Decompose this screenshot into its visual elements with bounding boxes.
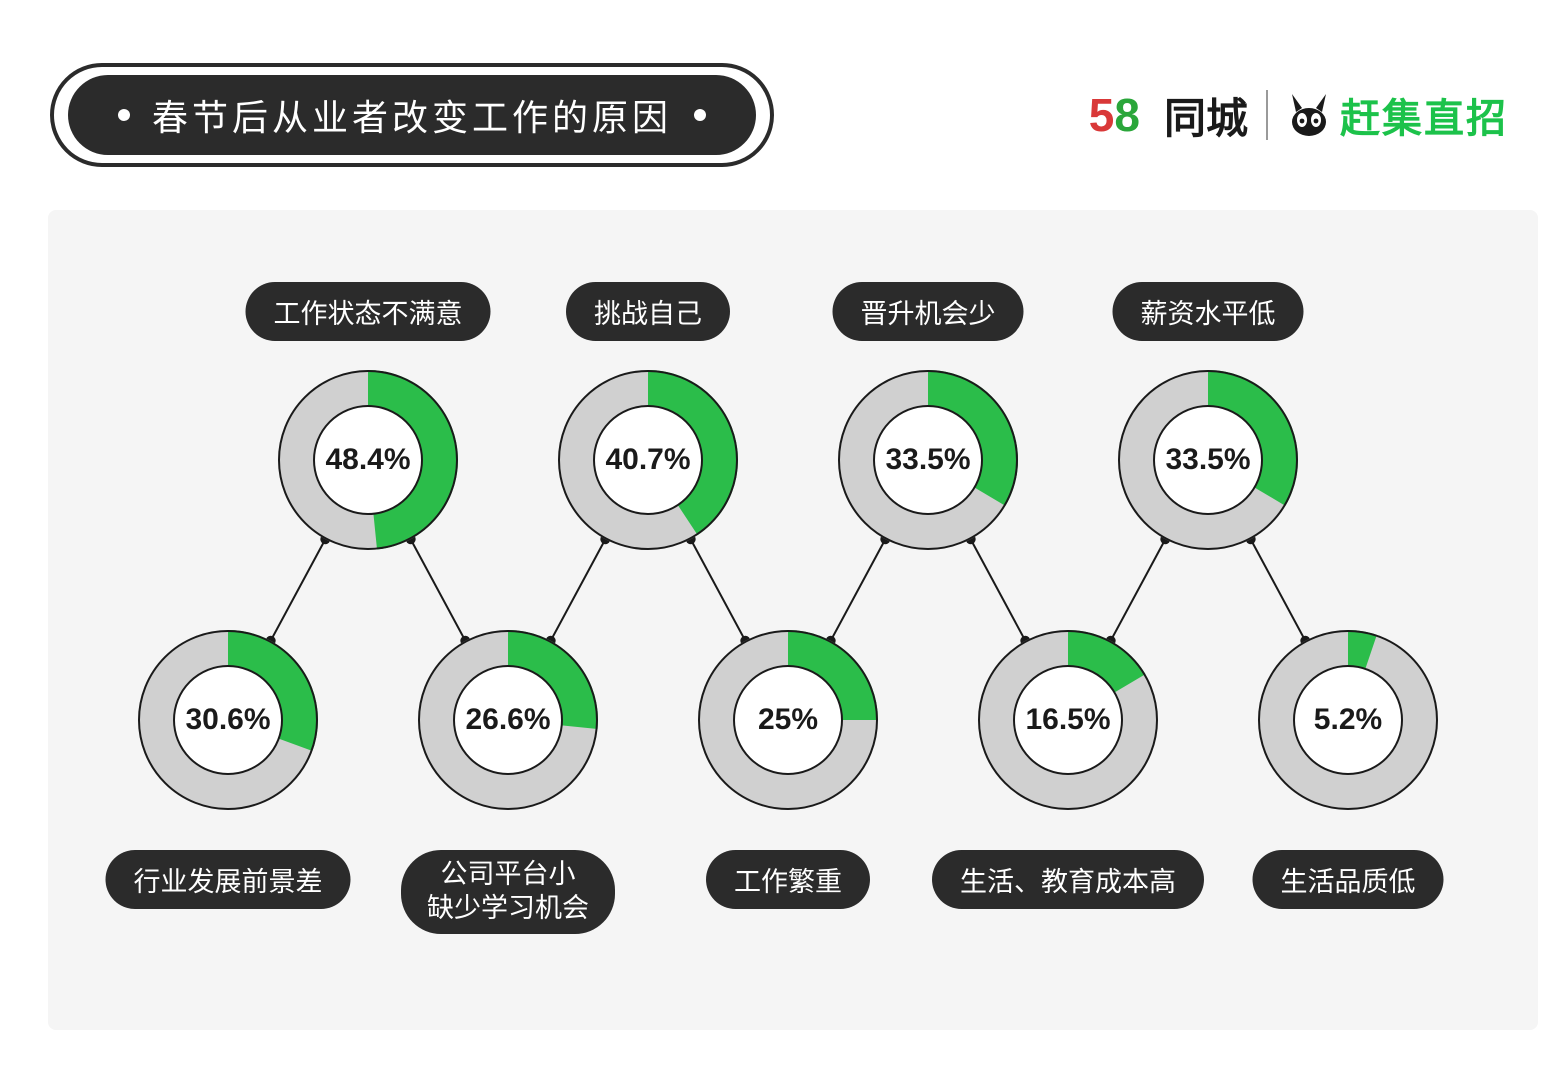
donut-pct: 48.4%: [278, 370, 458, 550]
logo-divider: [1266, 90, 1268, 140]
donut-top-3: 33.5%: [1118, 370, 1298, 550]
label-top-2: 晋升机会少: [833, 282, 1024, 341]
dot-icon: [118, 109, 130, 121]
label-bottom-2: 工作繁重: [706, 850, 870, 909]
chart-layer: 工作状态不满意 48.4% 挑战自己 40.7% 晋升机会少 33.5% 薪资水平低 33.5…: [48, 210, 1538, 1030]
label-top-1: 挑战自己: [566, 282, 730, 341]
donut-bottom-4: 5.2%: [1258, 630, 1438, 810]
label-bottom-0: 行业发展前景差: [106, 850, 351, 909]
donut-top-0: 48.4%: [278, 370, 458, 550]
label-bottom-3: 生活、教育成本高: [932, 850, 1204, 909]
label-top-0: 工作状态不满意: [246, 282, 491, 341]
donut-pct: 16.5%: [978, 630, 1158, 810]
logos: 58 同城 赶集直招: [1089, 85, 1508, 146]
header: 春节后从业者改变工作的原因 58 同城 赶集直招: [50, 60, 1508, 170]
donut-top-2: 33.5%: [838, 370, 1018, 550]
donut-pct: 33.5%: [838, 370, 1018, 550]
logo-58-five: 5: [1089, 88, 1115, 142]
donut-pct: 40.7%: [558, 370, 738, 550]
dot-icon: [694, 109, 706, 121]
donut-pct: 30.6%: [138, 630, 318, 810]
donut-top-1: 40.7%: [558, 370, 738, 550]
label-bottom-1: 公司平台小缺少学习机会: [401, 850, 615, 934]
chart-canvas: 工作状态不满意 48.4% 挑战自己 40.7% 晋升机会少 33.5% 薪资水平低 33.5…: [48, 210, 1538, 1030]
donut-bottom-1: 26.6%: [418, 630, 598, 810]
donut-bottom-0: 30.6%: [138, 630, 318, 810]
donut-pct: 33.5%: [1118, 370, 1298, 550]
title-text: 春节后从业者改变工作的原因: [152, 89, 672, 141]
donut-pct: 25%: [698, 630, 878, 810]
logo-ganji: 赶集直招: [1286, 86, 1508, 144]
donut-bottom-3: 16.5%: [978, 630, 1158, 810]
donkey-icon: [1286, 92, 1332, 138]
title-pill: 春节后从业者改变工作的原因: [50, 63, 774, 167]
donut-pct: 26.6%: [418, 630, 598, 810]
logo-ganji-text: 赶集直招: [1340, 86, 1508, 144]
donut-pct: 5.2%: [1258, 630, 1438, 810]
donut-bottom-2: 25%: [698, 630, 878, 810]
label-bottom-4: 生活品质低: [1253, 850, 1444, 909]
title-pill-inner: 春节后从业者改变工作的原因: [68, 75, 756, 155]
logo-tongcheng: 同城: [1164, 85, 1248, 146]
label-top-3: 薪资水平低: [1113, 282, 1304, 341]
logo-58-eight: 8: [1114, 88, 1140, 142]
logo-58: 58: [1089, 88, 1140, 142]
